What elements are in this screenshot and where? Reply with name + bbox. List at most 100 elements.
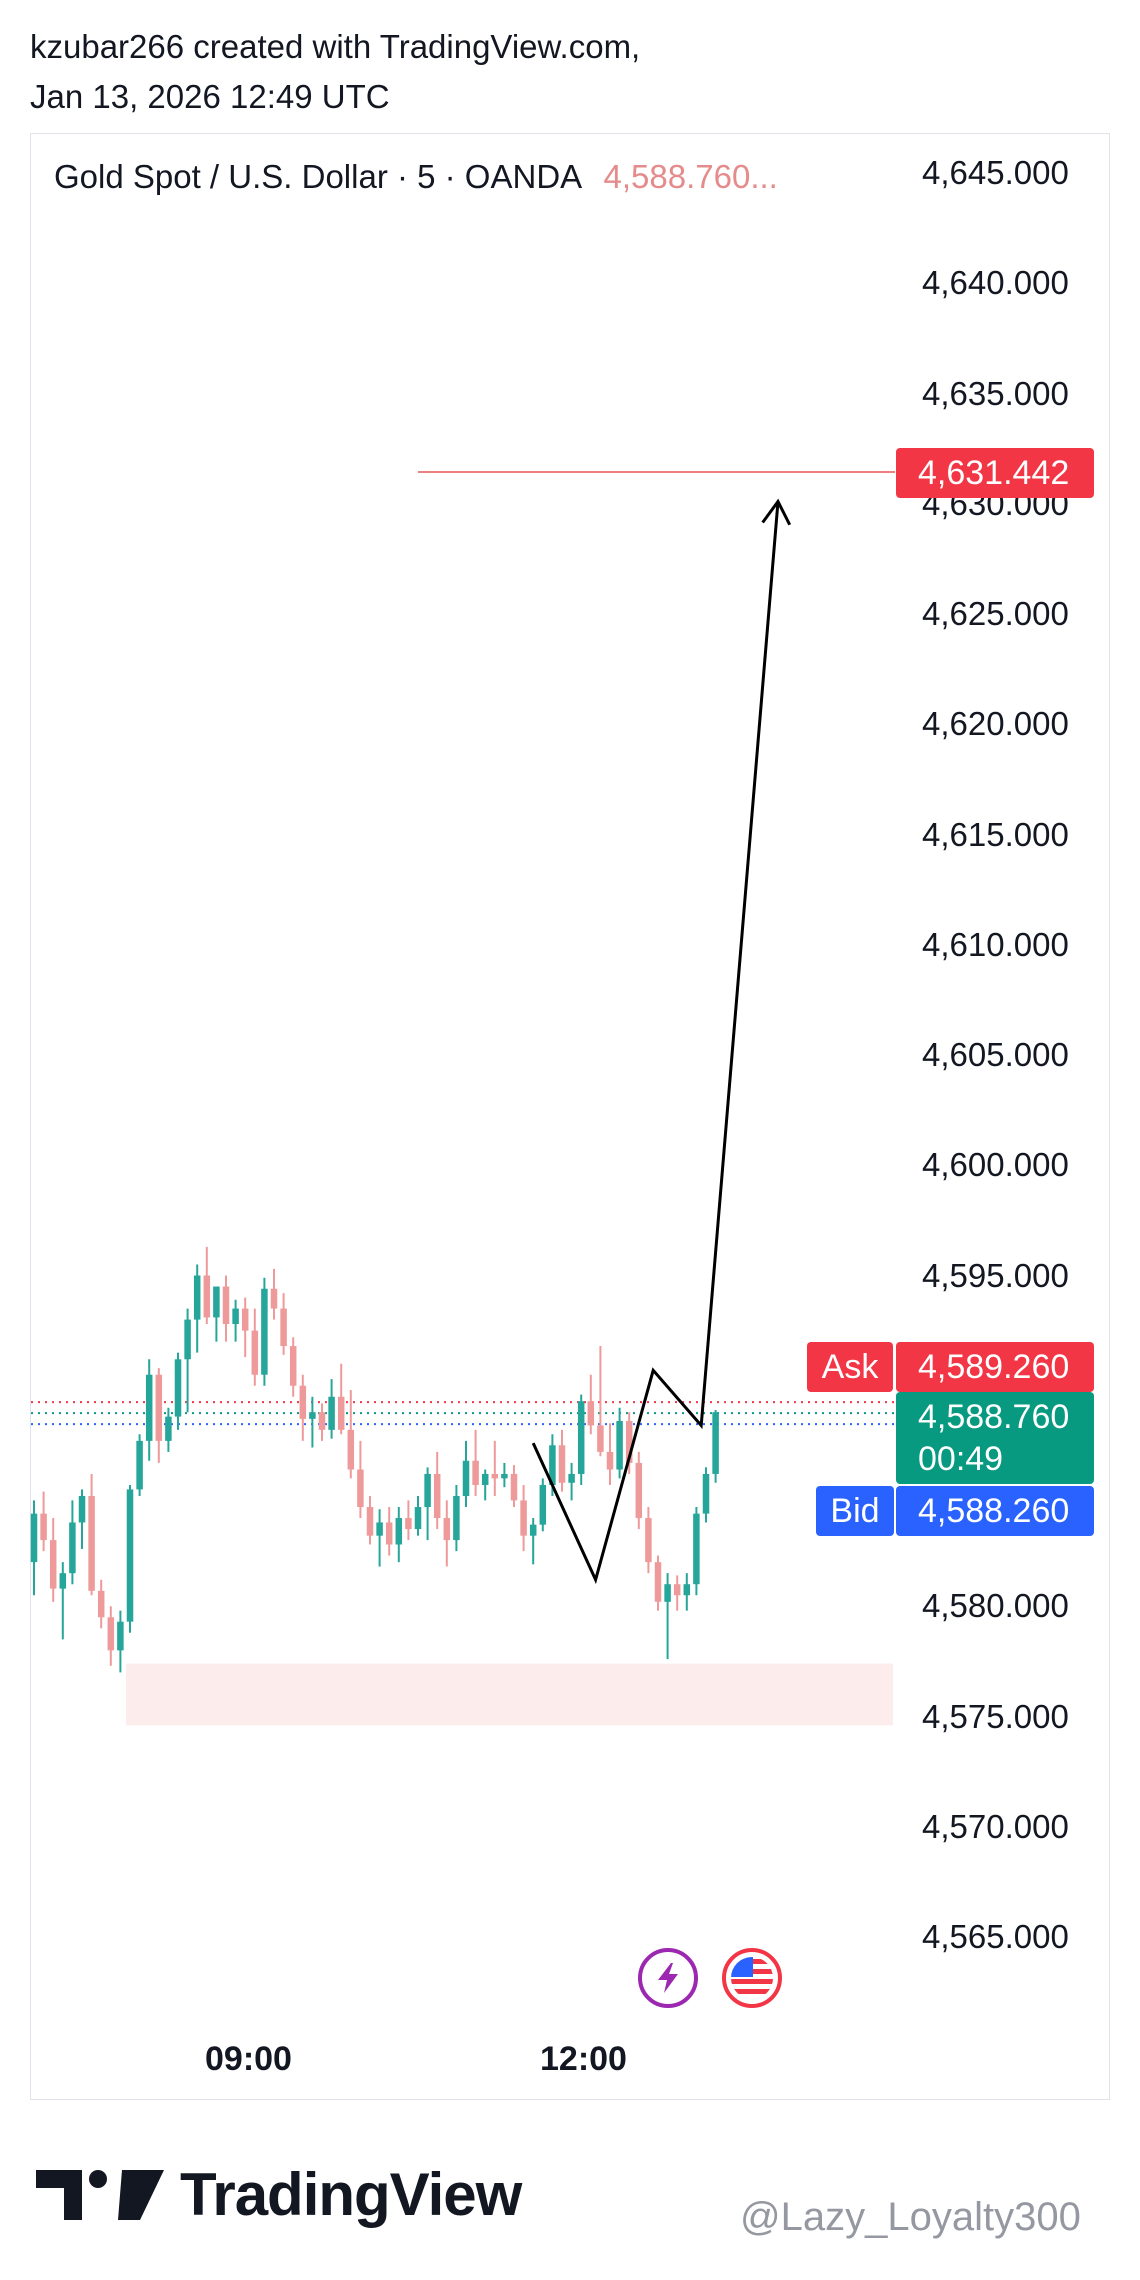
candle-body — [136, 1440, 143, 1490]
price-axis-label: 4,620.000 — [922, 705, 1069, 743]
candle-body — [59, 1573, 67, 1589]
candle-body — [366, 1507, 374, 1536]
price-axis-label: 4,610.000 — [922, 925, 1069, 963]
candle-body — [174, 1359, 182, 1417]
candle-body — [433, 1473, 441, 1519]
candle-body — [568, 1473, 575, 1483]
price-axis-label: 4,615.000 — [922, 815, 1069, 853]
price-axis-label: 4,625.000 — [922, 595, 1069, 632]
candle-body — [625, 1421, 633, 1463]
candle-body — [443, 1518, 451, 1541]
candlestick-series — [30, 1246, 719, 1673]
candle-body — [654, 1562, 662, 1602]
candle-body — [49, 1540, 57, 1589]
publication-header: kzubar266 created with TradingView.com, … — [30, 22, 640, 122]
candle-body — [693, 1513, 700, 1585]
symbol-legend[interactable]: Gold Spot / U.S. Dollar · 5 · OANDA 4,58… — [54, 158, 778, 196]
candle-body — [664, 1584, 671, 1602]
symbol-price: 4,588.760... — [603, 158, 778, 195]
chart-frame — [30, 133, 1110, 2100]
candle-body — [510, 1473, 518, 1501]
watermark: @Lazy_Loyalty300 — [740, 2195, 1081, 2239]
candle-body — [376, 1522, 383, 1536]
candle-body — [453, 1496, 460, 1541]
candle-body — [40, 1513, 47, 1541]
candle-body — [97, 1590, 105, 1618]
candle-body — [577, 1401, 585, 1474]
candle-body — [472, 1460, 479, 1485]
candle-body — [69, 1522, 76, 1574]
candle-body — [241, 1308, 249, 1331]
candle-body — [251, 1330, 259, 1375]
lightning-icon[interactable] — [638, 1948, 698, 2008]
price-axis-label: 4,580.000 — [922, 1587, 1069, 1625]
tradingview-logo-mark — [36, 2169, 164, 2220]
us-flag-icon[interactable] — [722, 1948, 782, 2008]
candle-body — [299, 1385, 307, 1419]
candle-body — [78, 1496, 86, 1523]
price-axis-label: 4,645.000 — [922, 154, 1069, 191]
candle-body — [683, 1584, 691, 1596]
candle-body — [232, 1308, 239, 1325]
tradingview-logo-text: TradingView — [180, 2161, 522, 2228]
price-axis-label: 4,635.000 — [922, 374, 1069, 412]
candle-body — [597, 1425, 604, 1452]
price-axis-label: 4,570.000 — [922, 1807, 1069, 1845]
candle-body — [712, 1412, 719, 1474]
candle-body — [529, 1524, 537, 1536]
candle-body — [673, 1584, 681, 1596]
candle-body — [126, 1489, 134, 1622]
bid-label: Bid — [816, 1486, 894, 1536]
candle-body — [645, 1518, 652, 1563]
candle-body — [405, 1518, 412, 1530]
candle-body — [606, 1451, 614, 1470]
candle-body — [280, 1308, 287, 1347]
last-price-tag: 4,588.760 00:49 — [896, 1392, 1094, 1484]
candle-body — [88, 1496, 95, 1591]
candle-body — [558, 1445, 566, 1483]
candle-body — [145, 1374, 153, 1441]
price-axis-label: 4,565.000 — [922, 1918, 1069, 1955]
bar-countdown: 00:49 — [918, 1440, 1004, 1478]
candle-body — [424, 1473, 431, 1508]
price-axis-label: 4,640.000 — [922, 264, 1069, 302]
candle-body — [347, 1429, 355, 1470]
author-line: kzubar266 created with TradingView.com, — [30, 28, 641, 65]
candle-body — [501, 1473, 508, 1479]
candle-body — [184, 1319, 191, 1360]
timestamp-line: Jan 13, 2026 12:49 UTC — [30, 78, 390, 115]
candle-body — [165, 1416, 172, 1441]
ask-label: Ask — [807, 1342, 893, 1392]
tradingview-logo[interactable]: TradingView — [36, 2160, 522, 2229]
support-zone — [126, 1663, 893, 1726]
candle-body — [635, 1462, 643, 1519]
symbol-name: Gold Spot / U.S. Dollar · 5 · OANDA — [54, 158, 581, 195]
price-axis-label: 4,600.000 — [922, 1146, 1069, 1184]
candle-body — [520, 1500, 527, 1536]
price-axis-label: 4,605.000 — [922, 1036, 1069, 1073]
target-price-tag: 4,631.442 — [896, 448, 1094, 498]
candle-body — [481, 1473, 489, 1485]
projection-path — [531, 501, 780, 1585]
candle-body — [30, 1513, 38, 1563]
candle-body — [587, 1401, 595, 1426]
candle-body — [491, 1473, 499, 1479]
time-axis-label-0900: 09:00 — [205, 2040, 292, 2078]
candle-body — [395, 1518, 403, 1545]
candle-body — [539, 1484, 547, 1525]
candle-body — [222, 1286, 230, 1325]
candle-body — [203, 1275, 211, 1318]
candle-body — [702, 1473, 710, 1514]
candle-body — [155, 1374, 163, 1441]
projection-arrowhead — [761, 498, 792, 526]
last-price-value: 4,588.760 — [918, 1398, 1070, 1436]
candle-body — [549, 1445, 556, 1485]
candle-body — [462, 1460, 470, 1496]
candle-body — [318, 1412, 326, 1430]
ask-price-tag: 4,589.260 — [896, 1342, 1094, 1392]
price-axis-label: 4,595.000 — [922, 1256, 1069, 1294]
candle-body — [328, 1396, 335, 1430]
candle-body — [385, 1522, 393, 1545]
candle-body — [309, 1412, 316, 1419]
